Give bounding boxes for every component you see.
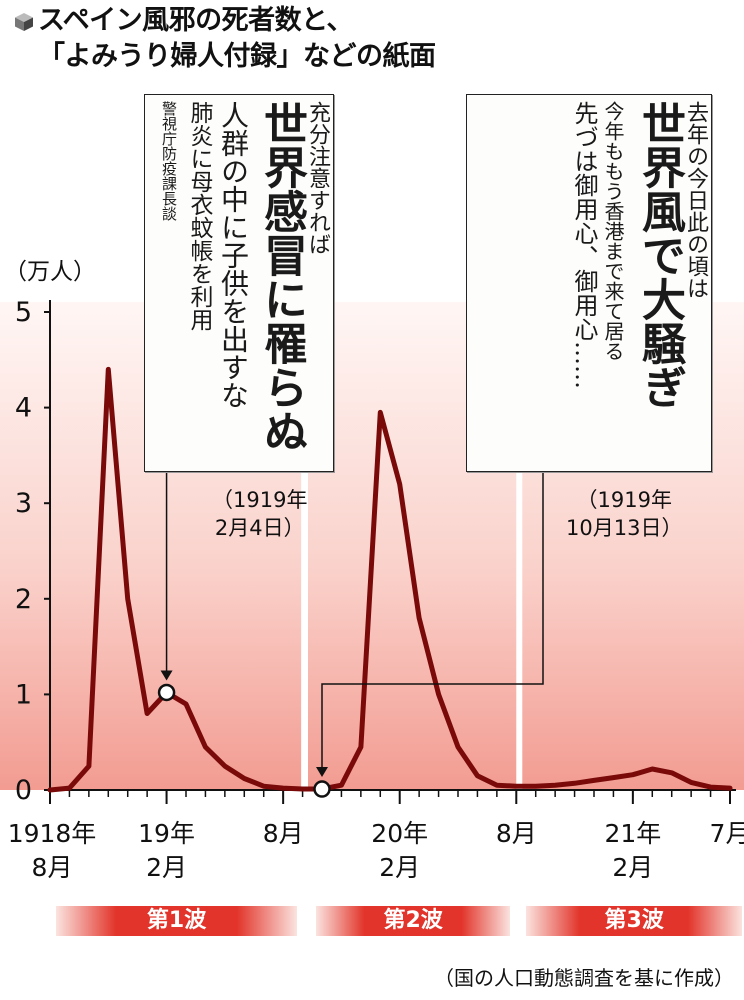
x-tick-label: 21年 (604, 819, 661, 848)
x-tick-label: 8月 (496, 819, 537, 848)
marker-point-2 (313, 780, 331, 798)
clipping-1-column: 世界感冒に罹らぬ (256, 101, 307, 453)
y-tick-label: 0 (15, 775, 32, 806)
cube-icon (15, 13, 33, 31)
clipping-1-column: 警視庁防疫課長談 (160, 101, 178, 221)
x-tick-label: 2月 (146, 853, 187, 882)
x-tick-label: 8月 (32, 853, 73, 882)
clipping-date-note-1: （1919年 2月4日） (212, 488, 308, 540)
clipping-1-column: 充分注意すれば (305, 101, 330, 255)
x-tick-label: 19年 (138, 819, 195, 848)
clipping-1-column: 人群の中に子供を出すな (217, 101, 250, 409)
clipping-2-column: 去年の今日此の頃は (683, 101, 708, 299)
clipping-2-column: 世界風で大騒ぎ (634, 101, 685, 409)
newspaper-clipping-1919-oct: 去年の今日此の頃は 世界風で大騒ぎ 今年ももう香港まで来て居る 先づは御用心、御用心…… (466, 94, 712, 472)
highlight-markers (157, 683, 331, 798)
y-tick-label: 2 (15, 584, 32, 615)
y-tick-label: 4 (15, 393, 32, 424)
leader-arrow-2 (316, 767, 328, 778)
leader-line-2 (321, 470, 544, 776)
y-unit-label: （万人） (4, 259, 96, 285)
newspaper-clipping-1919-feb: 充分注意すれば 世界感冒に罹らぬ 人群の中に子供を出すな 肺炎に母衣蚊帳を利用 警視庁防… (144, 94, 334, 472)
y-tick-label: 5 (15, 297, 32, 328)
x-tick-label: 2月 (379, 853, 420, 882)
wave-label-3: 第3波 (526, 906, 742, 936)
wave-label-1: 第1波 (56, 906, 298, 936)
leader-lines (160, 470, 544, 778)
x-tick-label: 7月 (710, 819, 744, 848)
clipping-date-note-2: （1919年 10月13日） (566, 488, 683, 540)
x-tick-label: 8月 (263, 819, 304, 848)
title-line-2: 「よみうり婦人付録」などの紙面 (38, 41, 436, 72)
leader-arrow-1 (160, 670, 173, 681)
wave-label-2: 第2波 (316, 906, 511, 936)
clipping-1-column: 肺炎に母衣蚊帳を利用 (186, 101, 212, 331)
clipping-2-column: 今年ももう香港まで来て居る (601, 101, 625, 361)
y-tick-label: 1 (15, 679, 32, 710)
tick-labels: 0 1 2 3 4 5 1918年 8月 19年 2月 8月 20年 2月 8月 21年 2月 7月 (8, 297, 744, 882)
source-note: （国の人口動態調査を基に作成） (434, 966, 734, 990)
title-line-1: スペイン風邪の死者数と、 (38, 5, 354, 36)
x-tick-label: 2月 (612, 853, 653, 882)
x-tick-label: 1918年 (8, 819, 97, 848)
x-tick-label: 20年 (371, 819, 428, 848)
marker-point-1 (157, 683, 176, 702)
y-tick-label: 3 (15, 488, 32, 519)
clipping-2-column: 先づは御用心、御用心…… (570, 101, 598, 389)
